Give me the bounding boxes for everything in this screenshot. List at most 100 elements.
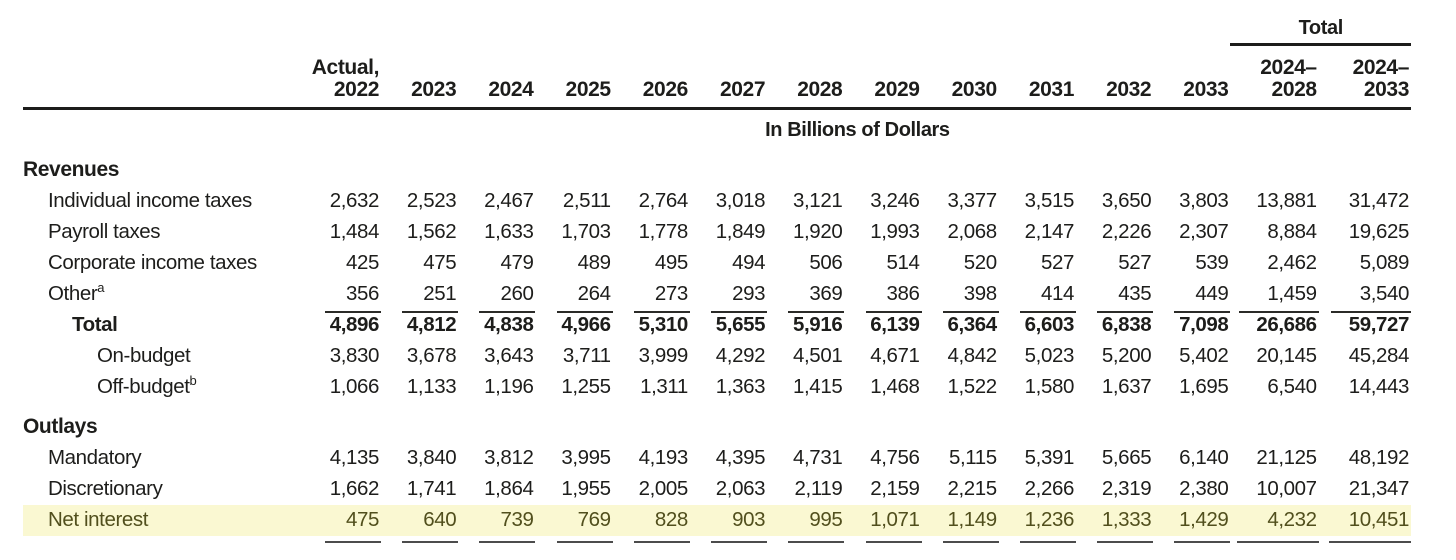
cell-value: 4,966 [561, 313, 611, 336]
cell-value: 6,364 [947, 313, 997, 336]
column-header-year: 2023 [411, 77, 457, 101]
column-header-2026: 2026 [612, 44, 690, 110]
column-header-2024: 2024 [458, 44, 536, 110]
cell-value: 1,522 [947, 375, 997, 398]
cell-value: 475 [303, 505, 382, 543]
column-header-year: 2025 [565, 77, 612, 101]
cell-value: 4,896 [329, 313, 380, 336]
cell-value: 527 [1040, 251, 1074, 274]
cell-value: 3,018 [715, 189, 766, 212]
cell-value: 5,402 [1179, 344, 1229, 367]
cell-value: 995 [767, 505, 845, 543]
years-header-row: Actual, 2022 2023 2024 2025 2026 2027 202… [23, 44, 1411, 110]
cell-value: 1,864 [484, 477, 534, 500]
cell-value: 5,200 [1101, 344, 1152, 367]
cell-value: 2,226 [1101, 220, 1152, 243]
cell-value: 1,236 [998, 505, 1077, 543]
cell-value: 4,395 [715, 446, 766, 469]
cell-value: 356 [304, 279, 382, 313]
row-label: On-budget [97, 344, 191, 367]
table-row-off-budget: Off-budgetb 1,066 1,133 1,196 1,255 1,311 1,36… [23, 372, 1411, 403]
cell-value: 2,159 [870, 477, 920, 500]
cell-value: 3,995 [561, 446, 611, 469]
cell-value: 293 [690, 279, 768, 313]
column-header-year: 2028 [1271, 77, 1318, 101]
cell-value: 1,333 [1075, 505, 1154, 543]
cell-value: 369 [767, 279, 845, 313]
cell-value: 4,842 [947, 344, 997, 367]
cell-value: 903 [689, 505, 768, 543]
column-header-year: 2022 [333, 77, 380, 101]
column-header-2033: 2033 [1153, 44, 1231, 110]
cell-value: 264 [535, 279, 613, 313]
cell-value: 4,671 [870, 344, 920, 367]
cell-value: 3,711 [562, 344, 611, 367]
column-header-year: 2027 [719, 77, 766, 101]
row-label: Corporate income taxes [48, 251, 257, 274]
cell-value: 1,196 [484, 375, 534, 398]
column-header-2024-2028: 2024– 2028 [1230, 44, 1319, 110]
cell-value: 21,125 [1256, 446, 1317, 469]
section-heading-row-outlays: Outlays [23, 403, 1411, 443]
cell-value: 520 [963, 251, 997, 274]
table-row-net-interest: Net interest 475 640 739 769 828 903 995 1,071 1,… [23, 505, 1412, 543]
cell-value: 1,849 [715, 220, 766, 243]
cell-value: 5,089 [1359, 251, 1410, 274]
cell-value: 1,255 [561, 375, 611, 398]
cell-value: 1,955 [561, 477, 611, 500]
cell-value: 2,764 [638, 189, 689, 212]
budget-projections-table: Total Actual, 2022 2023 2024 2025 2026 20… [23, 6, 1412, 543]
cell-value: 13,881 [1256, 189, 1317, 212]
table-row-discretionary: Discretionary 1,662 1,741 1,864 1,955 2,005 2,… [23, 474, 1411, 505]
cell-value: 1,562 [406, 220, 457, 243]
cell-value: 2,380 [1179, 477, 1229, 500]
row-label-column-header [23, 44, 304, 110]
cell-value: 2,147 [1024, 220, 1075, 243]
cell-value: 10,451 [1318, 505, 1412, 543]
table-row-total: Total 4,896 4,812 4,838 4,966 5,310 5,655 5,916… [23, 310, 1411, 341]
units-row: In Billions of Dollars [23, 108, 1411, 150]
cell-value: 2,462 [1267, 251, 1317, 274]
cell-value: 4,501 [793, 344, 843, 367]
column-header-year: 2033 [1183, 77, 1229, 101]
cell-value: 3,803 [1179, 189, 1229, 212]
cell-value: 495 [654, 251, 688, 274]
cell-value: 1,429 [1153, 505, 1231, 543]
cell-value: 6,139 [870, 313, 920, 336]
cell-value: 1,741 [406, 477, 457, 500]
table-row-other: Othera 356 251 260 264 273 293 369 386 398 414 435 4… [23, 279, 1412, 313]
cell-value: 14,443 [1348, 375, 1410, 398]
column-header-2028: 2028 [767, 44, 845, 110]
cell-value: 494 [732, 251, 766, 274]
column-header-year: 2024 [488, 77, 534, 101]
cell-value: 527 [1118, 251, 1152, 274]
cell-value: 21,347 [1348, 477, 1410, 500]
cell-value: 6,540 [1267, 375, 1317, 398]
cell-value: 1,459 [1230, 279, 1319, 313]
cell-value: 449 [1153, 279, 1231, 313]
cell-value: 640 [381, 505, 459, 543]
cell-value: 1,071 [844, 505, 922, 543]
cell-value: 5,391 [1024, 446, 1075, 469]
column-header-year: 2026 [642, 77, 689, 101]
cell-value: 475 [423, 251, 457, 274]
cell-value: 273 [613, 279, 691, 313]
cell-value: 5,023 [1024, 344, 1075, 367]
section-heading-row-revenues: Revenues [23, 150, 1411, 186]
cell-value: 769 [535, 505, 613, 543]
cell-value: 4,135 [329, 446, 380, 469]
cell-value: 489 [577, 251, 611, 274]
cell-value: 1,484 [329, 220, 380, 243]
cell-value: 1,066 [329, 375, 380, 398]
cell-value: 3,121 [793, 189, 843, 212]
row-label: Individual income taxes [48, 189, 252, 212]
cell-value: 3,540 [1319, 279, 1412, 313]
cell-value: 1,363 [715, 375, 766, 398]
cell-value: 1,149 [921, 505, 999, 543]
cell-value: 6,140 [1179, 446, 1229, 469]
column-header-top-line: Actual, [311, 55, 380, 79]
cell-value: 251 [381, 279, 459, 313]
cell-value: 20,145 [1256, 344, 1317, 367]
column-header-2029: 2029 [844, 44, 922, 110]
column-header-2031: 2031 [998, 44, 1076, 110]
